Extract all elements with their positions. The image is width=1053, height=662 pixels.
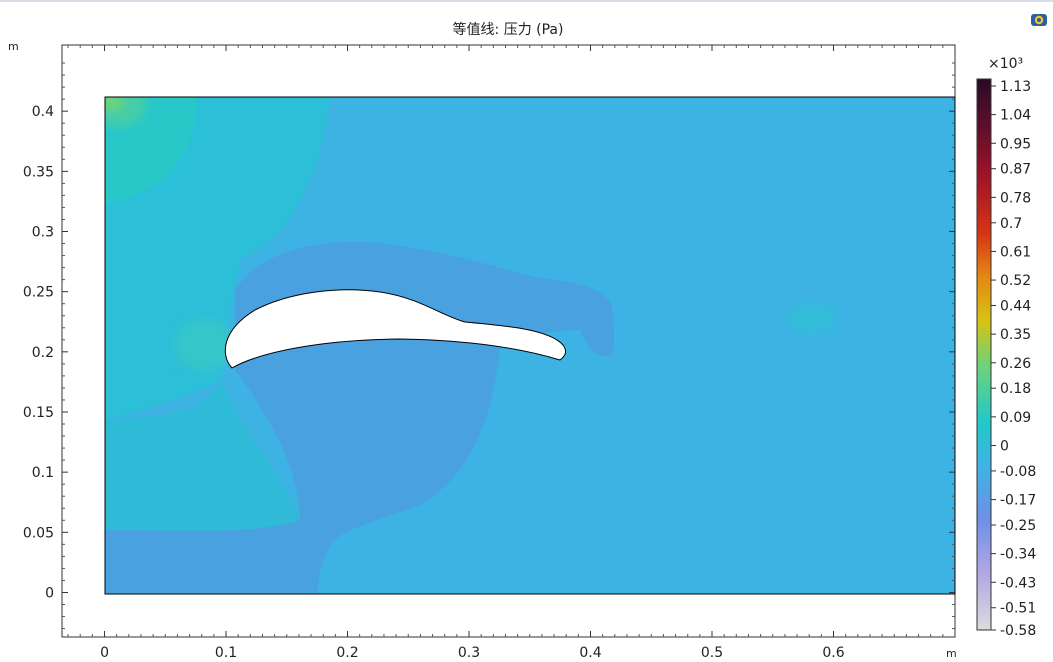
colorbar-tick-label: 0.61 <box>1000 244 1031 260</box>
colorbar-tick-label: 0.35 <box>1000 327 1031 343</box>
colorbar-tick-label: 1.04 <box>1000 108 1031 124</box>
y-tick-label: 0.4 <box>32 104 54 120</box>
y-tick-label: 0 <box>45 585 54 601</box>
colorbar-multiplier: ×10³ <box>988 56 1023 72</box>
colorbar-tick-label: 0.26 <box>1000 356 1031 372</box>
colorbar-tick-label: -0.17 <box>1000 493 1036 509</box>
colorbar-tick-label: -0.43 <box>1000 575 1036 591</box>
domain-border <box>104 96 956 595</box>
x-tick-label: 0.1 <box>215 645 237 661</box>
colorbar-tick-label: 0.87 <box>1000 162 1031 178</box>
y-tick-label: 0.2 <box>32 345 54 361</box>
stagnation-zone <box>175 319 235 371</box>
colorbar-tick-label: 0.95 <box>1000 136 1031 152</box>
colorbar-tick-label: -0.34 <box>1000 547 1036 563</box>
colorbar-tick-label: 0.7 <box>1000 216 1022 232</box>
x-tick-label: 0.2 <box>336 645 358 661</box>
x-tick-label: 0.3 <box>458 645 480 661</box>
x-tick-label: 0.5 <box>701 645 723 661</box>
y-tick-label: 0.25 <box>23 285 54 301</box>
colorbar-tick-label: 0 <box>1000 438 1009 454</box>
y-tick-label: 0.3 <box>32 225 54 241</box>
y-tick-label: 0.1 <box>32 465 54 481</box>
y-axis-ticks: 0 0.05 0.1 0.15 0.2 0.25 0.3 0.35 0.4 <box>23 62 955 630</box>
y-tick-label: 0.35 <box>23 164 54 180</box>
colorbar-tick-label: 0.44 <box>1000 299 1031 315</box>
x-tick-label: 0.4 <box>579 645 601 661</box>
colorbar-tick-label: 0.09 <box>1000 410 1031 426</box>
colorbar <box>976 78 992 631</box>
colorbar-tick-label: 0.52 <box>1000 273 1031 289</box>
x-axis-ticks: 0 0.1 0.2 0.3 0.4 0.5 0.6 <box>67 45 944 661</box>
camera-lens-icon[interactable] <box>1030 12 1048 28</box>
colorbar-tick-label: -0.51 <box>1000 601 1036 617</box>
chart-title: 等值线: 压力 (Pa) <box>453 21 564 38</box>
colorbar-ticks: 1.13 1.04 0.95 0.87 0.78 0.7 0.61 0.52 0.44 0.35 0… <box>991 79 1036 639</box>
wake-spot <box>788 303 836 333</box>
y-tick-label: 0.05 <box>23 525 54 541</box>
colorbar-tick-label: -0.25 <box>1000 518 1036 534</box>
colorbar-tick-label: -0.08 <box>1000 464 1036 480</box>
colorbar-tick-label: 0.18 <box>1000 381 1031 397</box>
colorbar-tick-label: 0.78 <box>1000 190 1031 206</box>
x-unit-label: m <box>946 647 957 660</box>
corner-green-peak <box>105 97 124 112</box>
x-tick-label: 0 <box>100 645 109 661</box>
x-tick-label: 0.6 <box>822 645 844 661</box>
airfoil <box>224 289 567 369</box>
colorbar-tick-label: 1.13 <box>1000 79 1031 95</box>
colorbar-tick-label: -0.58 <box>1000 623 1036 639</box>
y-tick-label: 0.15 <box>23 405 54 421</box>
pressure-field <box>105 97 955 594</box>
lower-left-cyan-zone <box>105 380 300 531</box>
y-unit-label: m <box>8 40 19 53</box>
